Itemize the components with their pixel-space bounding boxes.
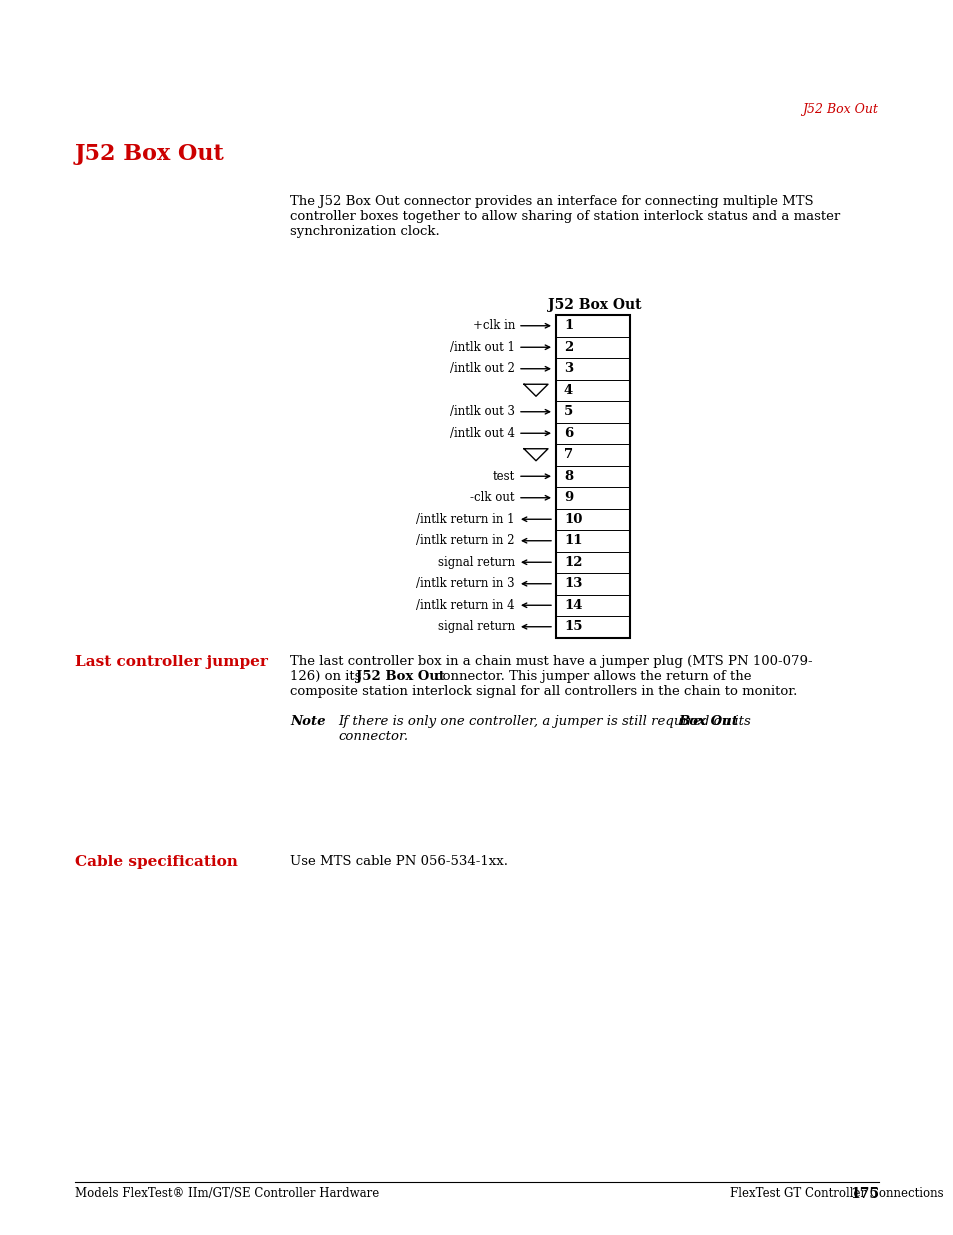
Text: The J52 Box Out connector provides an interface for connecting multiple MTS: The J52 Box Out connector provides an in… xyxy=(290,195,813,207)
Text: 13: 13 xyxy=(563,577,581,590)
Text: 11: 11 xyxy=(563,535,582,547)
Text: 9: 9 xyxy=(563,492,573,504)
Text: /intlk return in 3: /intlk return in 3 xyxy=(416,577,515,590)
Text: connector. This jumper allows the return of the: connector. This jumper allows the return… xyxy=(431,671,751,683)
Text: 12: 12 xyxy=(563,556,582,569)
Text: test: test xyxy=(493,469,515,483)
Text: signal return: signal return xyxy=(437,620,515,634)
Text: 2: 2 xyxy=(563,341,573,353)
Text: 5: 5 xyxy=(563,405,573,419)
Text: 14: 14 xyxy=(563,599,582,611)
Text: /intlk return in 4: /intlk return in 4 xyxy=(416,599,515,611)
Text: 175: 175 xyxy=(849,1187,878,1200)
Text: /intlk return in 1: /intlk return in 1 xyxy=(416,513,515,526)
Text: /intlk out 1: /intlk out 1 xyxy=(450,341,515,353)
Text: 10: 10 xyxy=(563,513,581,526)
Text: 6: 6 xyxy=(563,427,573,440)
Text: The last controller box in a chain must have a jumper plug (MTS PN 100-079-: The last controller box in a chain must … xyxy=(290,655,812,668)
Text: 8: 8 xyxy=(563,469,573,483)
Text: Cable specification: Cable specification xyxy=(75,855,237,869)
Text: Box Out: Box Out xyxy=(678,715,737,727)
Text: +clk in: +clk in xyxy=(472,320,515,332)
Text: Last controller jumper: Last controller jumper xyxy=(75,655,268,669)
Text: 3: 3 xyxy=(563,362,573,375)
Text: /intlk out 4: /intlk out 4 xyxy=(450,427,515,440)
Text: /intlk return in 2: /intlk return in 2 xyxy=(416,535,515,547)
Text: composite station interlock signal for all controllers in the chain to monitor.: composite station interlock signal for a… xyxy=(290,685,797,698)
Text: 15: 15 xyxy=(563,620,582,634)
Text: connector.: connector. xyxy=(337,730,408,743)
Text: synchronization clock.: synchronization clock. xyxy=(290,225,439,238)
Text: 126) on its: 126) on its xyxy=(290,671,365,683)
Text: /intlk out 3: /intlk out 3 xyxy=(450,405,515,419)
Text: Use MTS cable PN 056-534-1xx.: Use MTS cable PN 056-534-1xx. xyxy=(290,855,507,868)
Text: -clk out: -clk out xyxy=(470,492,515,504)
Text: If there is only one controller, a jumper is still required on its: If there is only one controller, a jumpe… xyxy=(337,715,754,727)
Text: Note: Note xyxy=(290,715,325,727)
Bar xyxy=(556,315,629,637)
Text: J52 Box Out: J52 Box Out xyxy=(548,298,641,312)
Text: J52 Box Out: J52 Box Out xyxy=(801,103,877,116)
Text: signal return: signal return xyxy=(437,556,515,569)
Text: Models FlexTest® IIm/GT/SE Controller Hardware: Models FlexTest® IIm/GT/SE Controller Ha… xyxy=(75,1187,379,1200)
Text: controller boxes together to allow sharing of station interlock status and a mas: controller boxes together to allow shari… xyxy=(290,210,840,224)
Text: J52 Box Out: J52 Box Out xyxy=(355,671,444,683)
Text: 7: 7 xyxy=(563,448,573,461)
Text: 1: 1 xyxy=(563,320,573,332)
Text: /intlk out 2: /intlk out 2 xyxy=(450,362,515,375)
Text: 4: 4 xyxy=(563,384,573,396)
Text: J52 Box Out: J52 Box Out xyxy=(75,143,225,165)
Text: FlexTest GT Controller Connections: FlexTest GT Controller Connections xyxy=(729,1187,943,1200)
